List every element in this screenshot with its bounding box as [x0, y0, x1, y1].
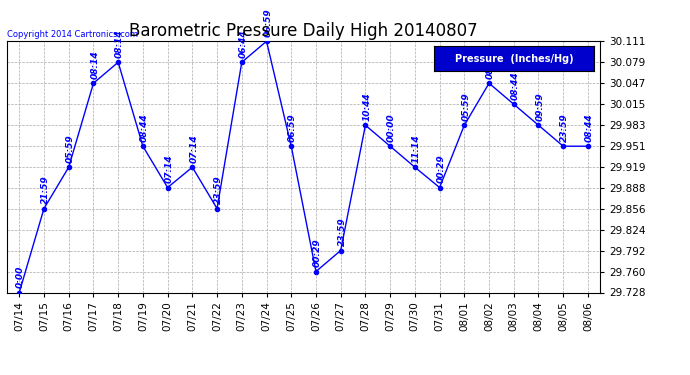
Text: 08:44: 08:44 — [511, 71, 520, 100]
Text: 10:44: 10:44 — [362, 92, 371, 121]
Text: 23:59: 23:59 — [337, 218, 346, 246]
Text: 05:59: 05:59 — [66, 134, 75, 163]
Text: 00:00: 00:00 — [387, 113, 396, 142]
Text: 06:59: 06:59 — [288, 113, 297, 142]
Text: 08:44: 08:44 — [585, 113, 594, 142]
Text: 08:14: 08:14 — [115, 30, 124, 58]
Text: 23:59: 23:59 — [214, 176, 223, 204]
Text: 0:00: 0:00 — [16, 266, 25, 288]
Text: 00:29: 00:29 — [437, 155, 446, 183]
Text: 05:59: 05:59 — [461, 92, 470, 121]
Text: 06:59: 06:59 — [264, 9, 273, 37]
Text: 00:29: 00:29 — [313, 239, 322, 267]
Text: 09:59: 09:59 — [535, 92, 544, 121]
Text: 21:59: 21:59 — [41, 176, 50, 204]
Text: Copyright 2014 Cartronics.com: Copyright 2014 Cartronics.com — [7, 30, 138, 39]
Text: 06:44: 06:44 — [239, 30, 248, 58]
Text: 07:14: 07:14 — [164, 155, 173, 183]
Text: 23:59: 23:59 — [560, 113, 569, 142]
Text: 08:14: 08:14 — [486, 51, 495, 79]
Text: 08:44: 08:44 — [140, 113, 149, 142]
Text: 11:14: 11:14 — [412, 134, 421, 163]
Text: 08:14: 08:14 — [90, 51, 99, 79]
Title: Barometric Pressure Daily High 20140807: Barometric Pressure Daily High 20140807 — [129, 22, 478, 40]
Text: 07:14: 07:14 — [189, 134, 198, 163]
